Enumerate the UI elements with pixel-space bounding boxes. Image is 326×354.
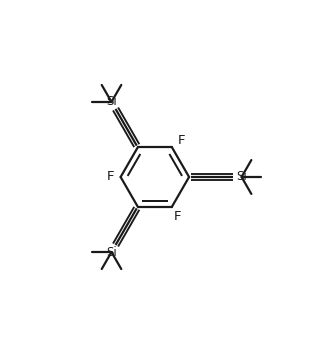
Text: Si: Si [106, 95, 117, 108]
Text: F: F [174, 210, 182, 223]
Text: Si: Si [236, 171, 247, 183]
Text: F: F [177, 134, 185, 147]
Text: F: F [106, 170, 114, 183]
Text: Si: Si [106, 246, 117, 259]
